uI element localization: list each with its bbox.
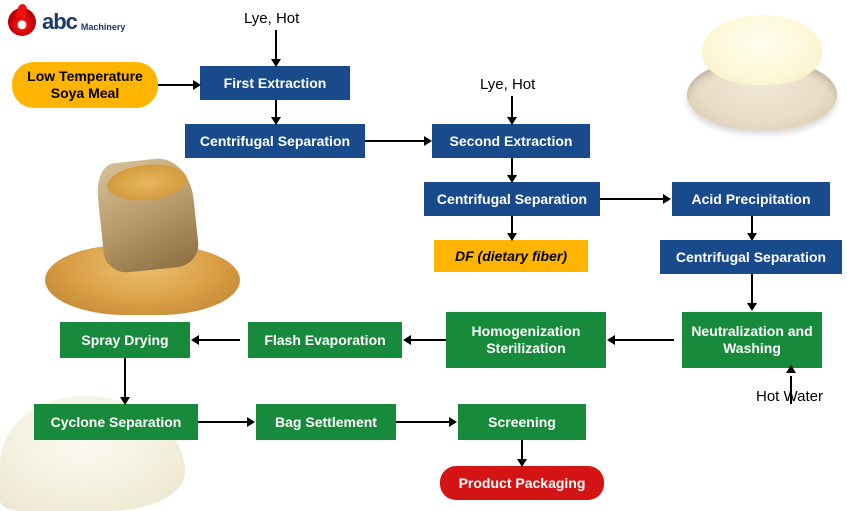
label-lye-hot-2: Lye, Hot — [480, 76, 535, 93]
arrow-11 — [410, 339, 446, 341]
arrow-1 — [275, 100, 277, 118]
logo-sub-text: Machinery — [81, 22, 126, 32]
logo-flame-icon — [8, 8, 36, 36]
logo-brand-text: abc — [42, 9, 77, 35]
node-cyclone: Cyclone Separation — [34, 404, 198, 440]
node-cent3: Centrifugal Separation — [660, 240, 842, 274]
arrow-14 — [198, 421, 248, 423]
node-bag: Bag Settlement — [256, 404, 396, 440]
arrow-7 — [600, 198, 664, 200]
node-acid: Acid Precipitation — [672, 182, 830, 216]
node-cent2: Centrifugal Separation — [424, 182, 600, 216]
arrow-17 — [790, 376, 792, 404]
node-screen: Screening — [458, 404, 586, 440]
node-neut: Neutralization and Washing — [682, 312, 822, 368]
arrow-5 — [511, 158, 513, 176]
soybean-sack-image — [45, 160, 240, 315]
node-cent1: Centrifugal Separation — [185, 124, 365, 158]
node-input: Low Temperature Soya Meal — [12, 62, 158, 108]
node-pack: Product Packaging — [440, 466, 604, 500]
label-lye-hot-1: Lye, Hot — [244, 10, 299, 27]
node-spray: Spray Drying — [60, 322, 190, 358]
arrow-15 — [396, 421, 450, 423]
arrow-12 — [198, 339, 240, 341]
arrow-13 — [124, 358, 126, 398]
flour-pile-image — [0, 381, 185, 511]
arrow-16 — [521, 440, 523, 460]
node-second: Second Extraction — [432, 124, 590, 158]
brand-logo: abc Machinery — [8, 8, 125, 36]
arrow-6 — [511, 216, 513, 234]
node-homo: Homogenization Sterilization — [446, 312, 606, 368]
arrow-9 — [751, 274, 753, 304]
powder-bowl-image — [687, 15, 837, 130]
node-first: First Extraction — [200, 66, 350, 100]
node-flash: Flash Evaporation — [248, 322, 402, 358]
arrow-4 — [511, 96, 513, 118]
arrow-2 — [275, 30, 277, 60]
node-df: DF (dietary fiber) — [434, 240, 588, 272]
arrow-0 — [158, 84, 194, 86]
arrow-3 — [365, 140, 425, 142]
arrow-8 — [751, 216, 753, 234]
arrow-10 — [614, 339, 674, 341]
